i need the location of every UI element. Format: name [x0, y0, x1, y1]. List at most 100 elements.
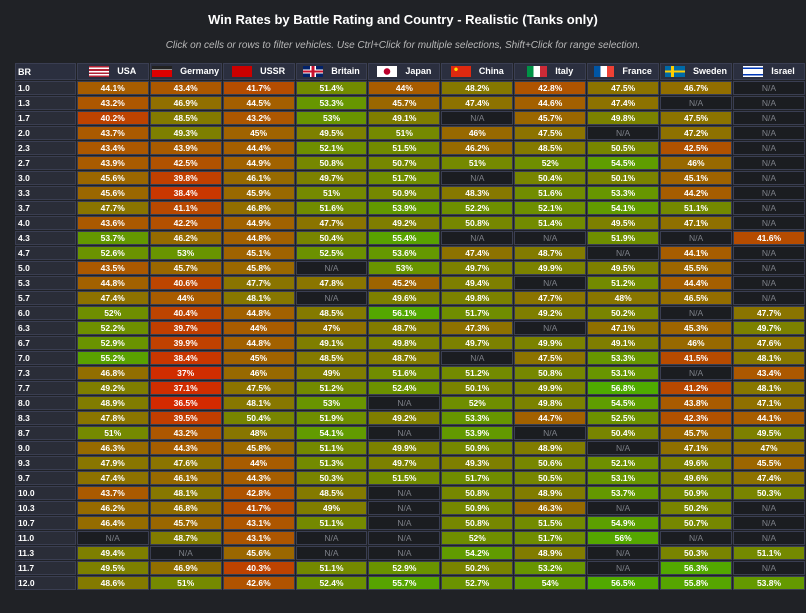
br-label[interactable]: 3.3	[15, 186, 76, 200]
heatmap-cell-ussr[interactable]: 50.4%	[222, 411, 295, 425]
heatmap-cell-china[interactable]: 49.3%	[441, 456, 514, 470]
heatmap-cell-israel[interactable]: 48.1%	[733, 351, 805, 365]
br-label[interactable]: 3.0	[15, 171, 76, 185]
heatmap-cell-ussr[interactable]: 48%	[222, 426, 295, 440]
table-row-br-7.0[interactable]: 7.0 55.2% 38.4% 45% 48.5% 48.7% N/A 47.5% 53.3% 4…	[15, 351, 805, 365]
heatmap-cell-japan[interactable]: 44%	[368, 81, 441, 95]
heatmap-cell-sweden[interactable]: 50.7%	[660, 516, 733, 530]
heatmap-cell-sweden[interactable]: 44.2%	[660, 186, 733, 200]
heatmap-cell-china[interactable]: 50.1%	[441, 381, 514, 395]
heatmap-cell-britain[interactable]: N/A	[295, 546, 368, 560]
heatmap-cell-sweden[interactable]: 44.1%	[660, 246, 733, 260]
heatmap-cell-israel[interactable]: 47.6%	[733, 336, 805, 350]
table-row-br-7.7[interactable]: 7.7 49.2% 37.1% 47.5% 51.2% 52.4% 50.1% 49.9% 56…	[15, 381, 805, 395]
br-label[interactable]: 1.7	[15, 111, 76, 125]
heatmap-cell-usa[interactable]: 46.8%	[76, 366, 149, 380]
heatmap-cell-japan[interactable]: N/A	[368, 426, 441, 440]
heatmap-cell-britain[interactable]: 48.5%	[295, 306, 368, 320]
table-row-br-3.3[interactable]: 3.3 45.6% 38.4% 45.9% 51% 50.9% 48.3% 51.6% 53.3…	[15, 186, 805, 200]
heatmap-cell-germany[interactable]: 48.5%	[149, 111, 222, 125]
heatmap-cell-germany[interactable]: 37.1%	[149, 381, 222, 395]
heatmap-cell-china[interactable]: 49.7%	[441, 261, 514, 275]
heatmap-cell-ussr[interactable]: 41.7%	[222, 501, 295, 515]
heatmap-cell-germany[interactable]: 43.2%	[149, 426, 222, 440]
br-label[interactable]: 2.0	[15, 126, 76, 140]
heatmap-cell-france[interactable]: 47.1%	[587, 321, 660, 335]
heatmap-cell-china[interactable]: 47.4%	[441, 246, 514, 260]
heatmap-cell-ussr[interactable]: 46.8%	[222, 201, 295, 215]
heatmap-cell-ussr[interactable]: 44%	[222, 321, 295, 335]
heatmap-cell-italy[interactable]: 52.1%	[514, 201, 587, 215]
heatmap-cell-israel[interactable]: N/A	[733, 141, 805, 155]
heatmap-cell-israel[interactable]: 51.1%	[733, 546, 805, 560]
heatmap-cell-ussr[interactable]: 48.1%	[222, 291, 295, 305]
heatmap-cell-france[interactable]: 54.5%	[587, 156, 660, 170]
heatmap-cell-sweden[interactable]: 47.2%	[660, 126, 733, 140]
heatmap-cell-italy[interactable]: 50.5%	[514, 471, 587, 485]
heatmap-cell-israel[interactable]: 53.8%	[733, 576, 805, 590]
table-row-br-11.3[interactable]: 11.3 49.4% N/A 45.6% N/A N/A 54.2% 48.9% N/A 50.3…	[15, 546, 805, 560]
column-header-germany[interactable]: Germany	[149, 63, 222, 80]
heatmap-cell-japan[interactable]: 51%	[368, 126, 441, 140]
heatmap-cell-germany[interactable]: 44.3%	[149, 441, 222, 455]
heatmap-cell-britain[interactable]: 52.1%	[295, 141, 368, 155]
table-row-br-12.0[interactable]: 12.0 48.6% 51% 42.6% 52.4% 55.7% 52.7% 54% 56.5%…	[15, 576, 805, 590]
heatmap-cell-israel[interactable]: 47%	[733, 441, 805, 455]
heatmap-cell-italy[interactable]: 48.9%	[514, 441, 587, 455]
heatmap-cell-usa[interactable]: 47.7%	[76, 201, 149, 215]
heatmap-cell-usa[interactable]: 52.9%	[76, 336, 149, 350]
heatmap-cell-sweden[interactable]: 50.2%	[660, 501, 733, 515]
heatmap-cell-britain[interactable]: 49%	[295, 366, 368, 380]
heatmap-cell-ussr[interactable]: 46%	[222, 366, 295, 380]
heatmap-cell-germany[interactable]: 43.9%	[149, 141, 222, 155]
heatmap-cell-germany[interactable]: 49.3%	[149, 126, 222, 140]
br-label[interactable]: 6.3	[15, 321, 76, 335]
heatmap-cell-ussr[interactable]: 44%	[222, 456, 295, 470]
heatmap-cell-britain[interactable]: 50.3%	[295, 471, 368, 485]
heatmap-cell-france[interactable]: 54.1%	[587, 201, 660, 215]
heatmap-cell-china[interactable]: 50.8%	[441, 516, 514, 530]
heatmap-cell-ussr[interactable]: 45.9%	[222, 186, 295, 200]
heatmap-cell-germany[interactable]: 37%	[149, 366, 222, 380]
heatmap-cell-germany[interactable]: 45.7%	[149, 516, 222, 530]
heatmap-cell-italy[interactable]: 42.8%	[514, 81, 587, 95]
heatmap-cell-israel[interactable]: N/A	[733, 516, 805, 530]
heatmap-cell-china[interactable]: 52%	[441, 396, 514, 410]
heatmap-cell-usa[interactable]: 43.9%	[76, 156, 149, 170]
heatmap-cell-israel[interactable]: N/A	[733, 291, 805, 305]
heatmap-cell-britain[interactable]: 51%	[295, 186, 368, 200]
heatmap-cell-france[interactable]: 51.9%	[587, 231, 660, 245]
heatmap-cell-britain[interactable]: 50.4%	[295, 231, 368, 245]
heatmap-cell-sweden[interactable]: N/A	[660, 531, 733, 545]
heatmap-cell-germany[interactable]: 46.8%	[149, 501, 222, 515]
heatmap-cell-sweden[interactable]: 44.4%	[660, 276, 733, 290]
heatmap-cell-sweden[interactable]: 47.1%	[660, 216, 733, 230]
heatmap-cell-usa[interactable]: 46.3%	[76, 441, 149, 455]
heatmap-cell-france[interactable]: 47.5%	[587, 81, 660, 95]
heatmap-cell-britain[interactable]: N/A	[295, 261, 368, 275]
table-row-br-2.0[interactable]: 2.0 43.7% 49.3% 45% 49.5% 51% 46% 47.5% N/A 47.2%…	[15, 126, 805, 140]
br-label[interactable]: 4.7	[15, 246, 76, 260]
heatmap-cell-italy[interactable]: 44.7%	[514, 411, 587, 425]
heatmap-cell-israel[interactable]: 49.5%	[733, 426, 805, 440]
heatmap-cell-italy[interactable]: 49.9%	[514, 261, 587, 275]
heatmap-cell-france[interactable]: 52.5%	[587, 411, 660, 425]
heatmap-cell-israel[interactable]: N/A	[733, 156, 805, 170]
heatmap-cell-ussr[interactable]: 45.1%	[222, 246, 295, 260]
heatmap-cell-ussr[interactable]: 43.1%	[222, 516, 295, 530]
heatmap-cell-france[interactable]: 48%	[587, 291, 660, 305]
heatmap-cell-sweden[interactable]: 47.1%	[660, 441, 733, 455]
heatmap-cell-italy[interactable]: 53.2%	[514, 561, 587, 575]
heatmap-cell-usa[interactable]: 44.1%	[76, 81, 149, 95]
heatmap-cell-israel[interactable]: 47.4%	[733, 471, 805, 485]
table-row-br-8.0[interactable]: 8.0 48.9% 36.5% 48.1% 53% N/A 52% 49.8% 54.5% 43.…	[15, 396, 805, 410]
heatmap-cell-usa[interactable]: 43.2%	[76, 96, 149, 110]
heatmap-cell-japan[interactable]: 49.1%	[368, 111, 441, 125]
heatmap-cell-japan[interactable]: N/A	[368, 501, 441, 515]
table-row-br-5.0[interactable]: 5.0 43.5% 45.7% 45.8% N/A 53% 49.7% 49.9% 49.5% 4…	[15, 261, 805, 275]
table-row-br-9.7[interactable]: 9.7 47.4% 46.1% 44.3% 50.3% 51.5% 51.7% 50.5% 53…	[15, 471, 805, 485]
heatmap-cell-britain[interactable]: 51.2%	[295, 381, 368, 395]
table-row-br-7.3[interactable]: 7.3 46.8% 37% 46% 49% 51.6% 51.2% 50.8% 53.1% N/A…	[15, 366, 805, 380]
heatmap-cell-china[interactable]: N/A	[441, 231, 514, 245]
heatmap-cell-israel[interactable]: N/A	[733, 501, 805, 515]
